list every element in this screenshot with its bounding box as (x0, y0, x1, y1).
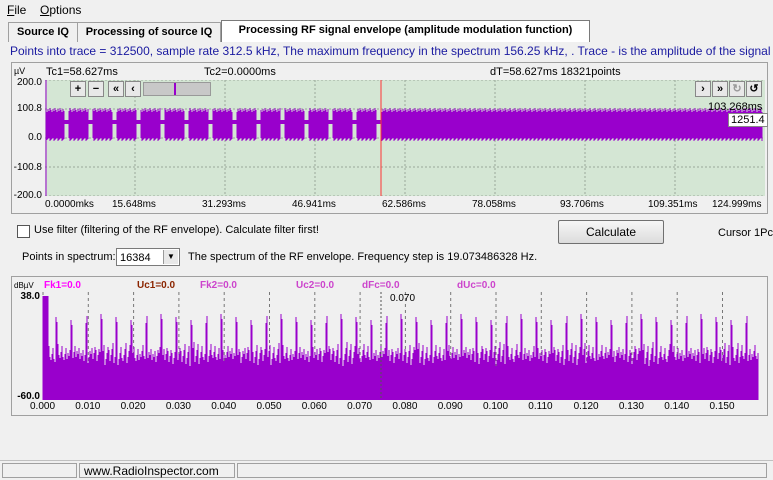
status-url: www.RadioInspector.com (79, 463, 235, 478)
spectrum-x-label: 0.150 (709, 401, 735, 412)
tab-processing-source-iq[interactable]: Processing of source IQ (77, 22, 221, 42)
spectrum-unit: dBµV (14, 281, 34, 290)
spectrum-y-top: 38.0 (20, 291, 40, 302)
spectrum-x-label: 0.020 (120, 401, 146, 412)
menu-file-rest: ile (14, 3, 27, 17)
chevron-down-icon[interactable]: ▼ (163, 250, 178, 264)
status-cell-empty (2, 463, 77, 478)
spectrum-x-label: 0.000 (30, 401, 56, 412)
spectrum-signal (42, 296, 759, 400)
menu-options-rest: ptions (49, 3, 82, 17)
dfc-readout: dFc=0.0 (362, 280, 400, 291)
dt-readout: dT=58.627ms 18321points (490, 66, 621, 78)
spectrum-x-label: 0.120 (573, 401, 599, 412)
readout-value: 1251.4 (728, 113, 768, 127)
spectrum-x-label: 0.100 (483, 401, 509, 412)
trace-x-label: 78.058ms (472, 199, 516, 210)
trace-signal (46, 108, 763, 141)
spectrum-x-label: 0.080 (392, 401, 418, 412)
spectrum-x-label: 0.070 (347, 401, 373, 412)
calculate-button[interactable]: Calculate (558, 220, 664, 244)
scroll-marker (174, 83, 176, 95)
spectrum-x-label: 0.010 (75, 401, 101, 412)
trace-y-label: -200.0 (13, 190, 42, 201)
trace-x-label: 124.999ms (712, 199, 762, 210)
trace-x-label: 46.941ms (292, 199, 336, 210)
trace-plot[interactable] (45, 80, 765, 196)
points-select[interactable]: 16384 ▼ (116, 248, 180, 266)
readout-time: 103.268ms (708, 101, 763, 113)
scroll-left-icon[interactable]: ‹ (125, 81, 141, 97)
trace-unit: µV (14, 66, 26, 76)
scroll-end-icon[interactable]: » (712, 81, 728, 97)
trace-x-label: 93.706ms (560, 199, 604, 210)
cursor-readout: Cursor 1Pc (718, 227, 773, 239)
trace-x-label: 15.648ms (112, 199, 156, 210)
scroll-right-icon[interactable]: › (695, 81, 711, 97)
use-filter-checkbox[interactable] (17, 225, 30, 238)
tab-rf-envelope[interactable]: Processing RF signal envelope (amplitude… (221, 20, 590, 42)
trace-y-label: 200.0 (16, 77, 42, 88)
points-value: 16384 (120, 252, 151, 264)
tc2-readout: Tc2=0.0000ms (204, 66, 276, 78)
trace-y-label: 0.0 (28, 132, 42, 143)
trace-y-label: -100.8 (13, 162, 42, 173)
fk1-readout: Fk1=0.0 (44, 280, 81, 291)
menu-options[interactable]: Options (40, 3, 82, 17)
trace-waveform (46, 108, 763, 141)
spectrum-x-label: 0.090 (437, 401, 463, 412)
uc1-readout: Uc1=0.0 (137, 280, 176, 291)
trace-x-label: 31.293ms (202, 199, 246, 210)
points-label: Points in spectrum: (22, 251, 116, 263)
fk2-readout: Fk2=0.0 (200, 280, 237, 291)
undo-icon[interactable]: ↺ (746, 81, 762, 97)
spectrum-x-label: 0.040 (211, 401, 237, 412)
spectrum-x-label: 0.140 (664, 401, 690, 412)
tab-source-iq[interactable]: Source IQ (8, 22, 78, 42)
use-filter-label: Use filter (filtering of the RF envelope… (34, 224, 319, 236)
zoom-out-icon[interactable]: − (88, 81, 104, 97)
menu-bar: File Options (0, 0, 773, 20)
redo-icon[interactable]: ↻ (729, 81, 745, 97)
spectrum-cursor-label: 0.070 (390, 293, 416, 304)
menu-file[interactable]: File (7, 3, 27, 17)
scroll-start-icon[interactable]: « (108, 81, 124, 97)
status-bar: www.RadioInspector.com (0, 460, 773, 480)
zoom-in-icon[interactable]: + (70, 81, 86, 97)
uc2-readout: Uc2=0.0 (296, 280, 335, 291)
spectrum-x-label: 0.060 (301, 401, 327, 412)
status-cell-empty (237, 463, 767, 478)
spectrum-x-label: 0.130 (618, 401, 644, 412)
spectrum-description: The spectrum of the RF envelope. Frequen… (188, 251, 538, 263)
spectrum-x-label: 0.050 (256, 401, 282, 412)
spectrum-x-label: 0.030 (165, 401, 191, 412)
spectrum-bars (42, 296, 759, 400)
spectrum-plot[interactable] (41, 292, 761, 400)
trace-y-label: 100.8 (16, 103, 42, 114)
trace-x-label: 62.586ms (382, 199, 426, 210)
info-line: Points into trace = 312500, sample rate … (10, 44, 773, 58)
trace-x-label: 0.0000mks (45, 199, 94, 210)
trace-x-label: 109.351ms (648, 199, 698, 210)
spectrum-x-label: 0.110 (528, 401, 553, 412)
tc1-readout: Tc1=58.627ms (46, 66, 118, 78)
trace-scrollbar[interactable] (143, 82, 211, 96)
spectrum-y-bottom: -60.0 (17, 391, 40, 402)
duc-readout: dUc=0.0 (457, 280, 496, 291)
